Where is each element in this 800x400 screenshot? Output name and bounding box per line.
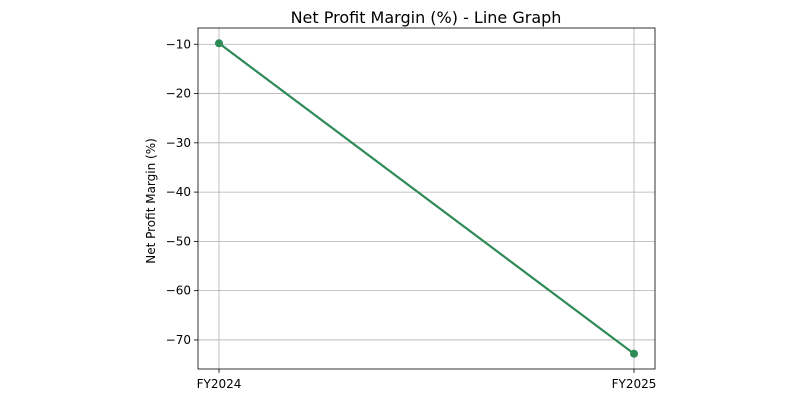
gridlines	[198, 28, 655, 369]
y-tick-label: −40	[166, 185, 191, 199]
y-tick-label: −50	[166, 234, 191, 248]
y-tick-label: −70	[166, 333, 191, 347]
axis-ticks: FY2024 FY2025 −10 −20 −30 −40 −50 −60 −70	[166, 37, 657, 391]
data-point	[215, 39, 223, 48]
y-tick-label: −20	[166, 87, 191, 101]
y-tick-label: −30	[166, 136, 191, 150]
chart-title: Net Profit Margin (%) - Line Graph	[291, 8, 562, 27]
data-series	[215, 39, 638, 358]
series-line	[218, 42, 635, 355]
y-tick-label: −10	[166, 37, 191, 51]
x-tick-label: FY2024	[197, 377, 242, 391]
y-axis-label: Net Profit Margin (%)	[144, 138, 158, 264]
data-point	[630, 349, 638, 358]
y-tick-label: −60	[166, 284, 191, 298]
x-tick-label: FY2025	[612, 377, 657, 391]
plot-frame	[197, 27, 656, 370]
